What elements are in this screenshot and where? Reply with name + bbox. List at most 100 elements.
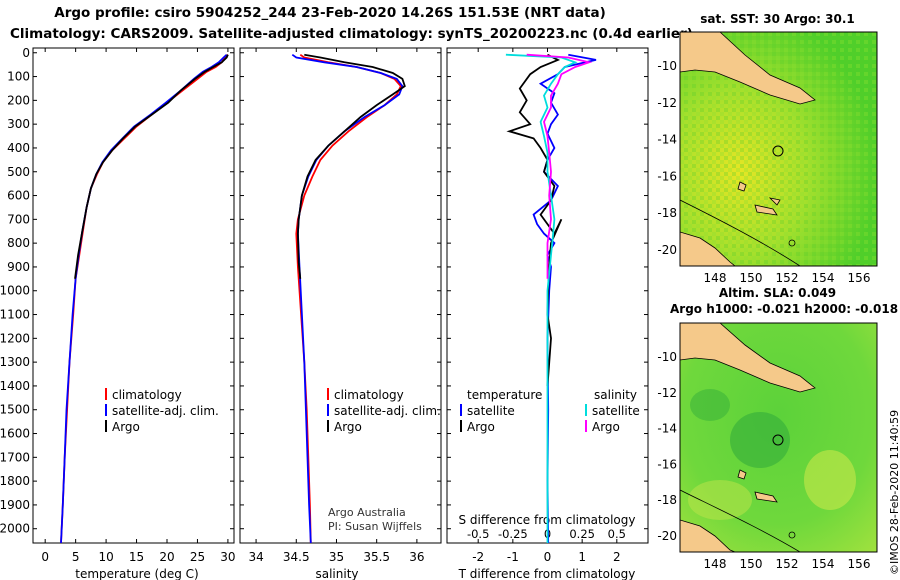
depth-tick-label: 200 [7,93,30,107]
x-tick-label: 0 [41,550,49,564]
x-tick-label: 36 [409,550,424,564]
island-marker [788,531,796,539]
map-lat-label: -20 [657,529,677,543]
depth-tick-label: 0 [22,46,30,60]
reef-islands [737,181,781,216]
series-line-argo [296,53,406,279]
depth-tick-label: 900 [7,260,30,274]
legend-satellite-swatch [327,404,329,416]
legend-t-satellite-swatch [460,404,462,416]
legend-s-satellite-label: satellite [592,404,640,418]
map-lat-label: -12 [657,386,677,400]
legend-argo-label: Argo [112,420,140,434]
reef-islands [737,469,778,503]
legend-satellite-label: satellite-adj. clim. [112,404,219,418]
x-tick-label: 20 [159,550,174,564]
title-line-2: Climatology: CARS2009. Satellite-adjuste… [10,26,693,42]
map-lat-label: -18 [657,493,677,507]
depth-tick-label: 1000 [0,284,30,298]
x-tick-label: 34 [248,550,263,564]
salinity-panel: salinity climatology satellite-adj. clim… [239,47,442,580]
temperature-xlabel: temperature (deg C) [75,567,198,580]
map-lon-label: 154 [812,271,835,285]
legend-satellite-swatch [105,404,107,416]
bathymetry-contour [680,199,801,266]
map-lon-label: 148 [704,271,727,285]
x-tick-label: 25 [190,550,205,564]
title-line-1: Argo profile: csiro 5904252_244 23-Feb-2… [54,5,606,21]
map-lon-label: 156 [848,557,871,571]
legend-t-argo-swatch [460,420,462,432]
depth-tick-label: 100 [7,70,30,84]
depth-tick-label: 1900 [0,498,30,512]
map-lat-label: -16 [657,457,677,471]
map-lon-label: 148 [704,557,727,571]
x-tick-label: 2 [613,550,621,564]
x-tick-label: 10 [98,550,113,564]
depth-tick-label: 300 [7,117,30,131]
sla-low-2 [690,389,730,421]
legend-climatology-label: climatology [112,388,182,402]
s-diff-tick-label: 0.5 [608,527,626,541]
sst-map-title: sat. SST: 30 Argo: 30.1 [700,12,855,26]
map-lat-label: -20 [657,243,677,257]
legend-s-satellite-swatch [585,404,587,416]
legend-climatology-label: climatology [334,388,404,402]
x-tick-label: 5 [72,550,80,564]
map-lon-label: 150 [740,557,763,571]
depth-tick-label: 600 [7,189,30,203]
legend-climatology-swatch [105,388,107,400]
x-tick-label: -2 [472,550,484,564]
x-tick-label: 1 [578,550,586,564]
x-tick-label: 15 [129,550,144,564]
australia-coast [680,231,736,266]
depth-tick-label: 1500 [0,403,30,417]
x-tick-label: 34.5 [283,550,310,564]
depth-tick-label: 400 [7,141,30,155]
series-line-salinity-satellite [505,53,578,543]
series-line-argo [74,54,229,279]
s-diff-tick-label: 0.25 [569,527,595,541]
s-diff-tick-label: -0.5 [467,527,489,541]
salinity-xlabel: salinity [315,567,358,580]
difference-panel: T difference from climatology S differen… [446,47,649,580]
sst-map-frame [679,31,878,267]
depth-tick-label: 800 [7,236,30,250]
argo-position-marker [772,145,784,157]
depth-tick-label: 1400 [0,379,30,393]
map-lat-label: -12 [657,96,677,110]
legend-argo-swatch [327,420,329,432]
pi-text: PI: Susan Wijffels [328,520,422,533]
difference-xlabel: T difference from climatology [458,567,636,580]
map-lon-label: 156 [848,271,871,285]
legend-s-argo-swatch [585,420,587,432]
depth-tick-label: 1200 [0,331,30,345]
temperature-plot-frame [32,47,235,544]
x-tick-label: 35.5 [363,550,390,564]
temperature-panel: temperature (deg C) climatology satellit… [0,46,236,580]
png-coast [680,323,816,393]
depth-tick-label: 1300 [0,355,30,369]
map-lat-label: -14 [657,133,677,147]
argo-australia-text: Argo Australia [328,506,406,519]
legend-argo-swatch [105,420,107,432]
sla-low-1 [730,412,790,468]
depth-tick-label: 1700 [0,450,30,464]
map-lon-label: 152 [776,557,799,571]
sst-map [679,31,878,267]
bathymetry-contour [680,489,801,552]
map-lat-label: -18 [657,206,677,220]
legend-temperature-heading: temperature [467,388,542,402]
depth-tick-label: 1800 [0,474,30,488]
sla-title-line-2: Argo h1000: -0.021 h2000: -0.018 [670,302,899,316]
legend-argo-label: Argo [334,420,362,434]
map-lat-label: -16 [657,169,677,183]
map-lat-label: -10 [657,350,677,364]
x-tick-label: 35 [329,550,344,564]
series-line-salinity-argo [526,53,593,279]
sla-high-2 [688,480,752,520]
depth-tick-label: 500 [7,165,30,179]
s-diff-tick-label: -0.25 [498,527,528,541]
salinity-plot-frame [239,47,442,544]
